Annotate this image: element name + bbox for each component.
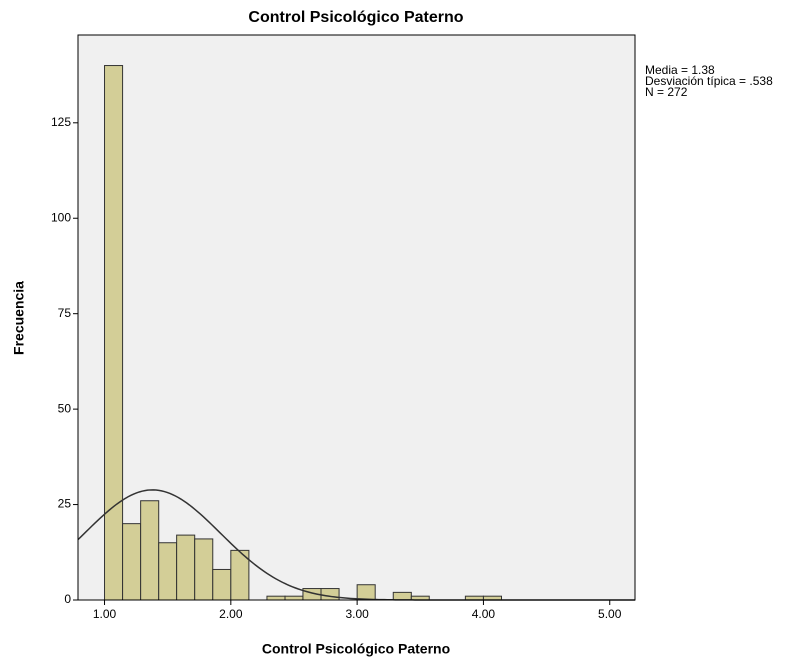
x-axis-label: Control Psicológico Paterno bbox=[262, 641, 450, 657]
y-tick-label: 100 bbox=[51, 210, 71, 224]
x-tick-label: 4.00 bbox=[472, 607, 496, 621]
plot-frame bbox=[77, 34, 636, 601]
bar bbox=[320, 588, 340, 601]
bar bbox=[122, 523, 142, 601]
x-tick-label: 5.00 bbox=[598, 607, 622, 621]
chart-title: Control Psicológico Paterno bbox=[248, 9, 463, 26]
stat-annotation: Desviación típica = .538 bbox=[645, 74, 773, 88]
bar bbox=[212, 568, 232, 601]
x-tick-label: 1.00 bbox=[93, 607, 117, 621]
plot-area bbox=[78, 35, 635, 600]
stat-annotation: N = 272 bbox=[645, 85, 688, 99]
y-tick-label: 75 bbox=[58, 306, 72, 320]
bar bbox=[284, 595, 304, 601]
bar bbox=[140, 500, 160, 601]
bar bbox=[158, 542, 178, 601]
stat-annotation: Media = 1.38 bbox=[645, 63, 715, 77]
bar bbox=[104, 65, 124, 601]
x-tick-label: 3.00 bbox=[345, 607, 369, 621]
y-tick-label: 125 bbox=[51, 115, 71, 129]
bar bbox=[194, 538, 214, 601]
y-axis-label: Frecuencia bbox=[11, 281, 27, 355]
y-tick-label: 50 bbox=[58, 401, 72, 415]
bar bbox=[356, 584, 376, 601]
x-tick-label: 2.00 bbox=[219, 607, 243, 621]
bar bbox=[266, 595, 286, 601]
y-tick-label: 0 bbox=[64, 592, 71, 606]
y-tick-label: 25 bbox=[58, 497, 72, 511]
bar bbox=[176, 534, 196, 601]
bar bbox=[392, 591, 412, 601]
